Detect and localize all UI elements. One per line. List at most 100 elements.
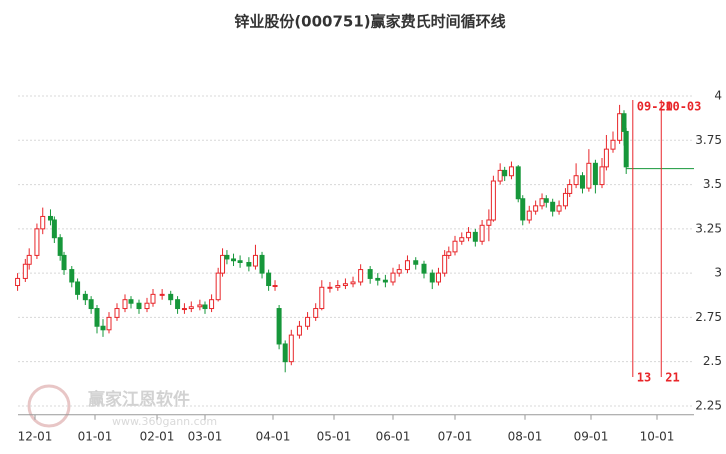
candle-body (22, 263, 28, 279)
candle-body (342, 283, 348, 287)
candle-body (429, 272, 435, 283)
candle-body (34, 228, 40, 256)
watermark-name: 赢家江恩软件 (88, 389, 190, 410)
candle-body (550, 201, 556, 212)
candle-body (82, 293, 88, 301)
candle-body (435, 272, 441, 283)
candle-body (442, 254, 448, 274)
candle-body (150, 293, 156, 304)
cycle-date: 09-20 (637, 100, 673, 114)
watermark-url: www.360gann.com (112, 415, 217, 428)
candle-body (26, 254, 32, 265)
candle-body (313, 308, 319, 318)
candle-body (122, 299, 128, 310)
candle-body (40, 215, 46, 230)
candle-body (490, 180, 496, 221)
y-tick-label: 3.5 (703, 177, 722, 191)
x-tick-label: 01-01 (78, 429, 113, 443)
candle-body (567, 184, 573, 194)
candle-body (100, 325, 106, 331)
candle-body (586, 162, 592, 189)
candle-body (168, 293, 174, 301)
candle-body (502, 169, 508, 177)
watermark: 赢家江恩软件 www.360gann.com (27, 384, 217, 428)
candle-body (128, 299, 134, 304)
candle-body (396, 269, 402, 274)
candle-body (413, 260, 419, 265)
candle-body (175, 299, 181, 310)
candle-body (47, 215, 53, 221)
candle-body (421, 263, 427, 274)
candle-body (181, 308, 187, 311)
candle-body (94, 308, 100, 327)
y-tick-label: 3.75 (695, 133, 722, 147)
candle-body (452, 240, 458, 253)
candle-body (288, 334, 294, 363)
candle-body (382, 279, 388, 283)
x-tick-label: 04-01 (256, 429, 291, 443)
candle-body (266, 272, 272, 287)
candle-body (562, 192, 568, 207)
candle-body (515, 166, 521, 200)
candle-body (114, 308, 120, 318)
candle-body (202, 304, 208, 310)
candle-body (215, 272, 221, 301)
candle-body (15, 277, 21, 287)
chart-title: 锌业股份(000751)赢家费氏时间循环线 (234, 13, 505, 31)
candle-body (533, 205, 539, 212)
candle-body (57, 237, 63, 256)
candle-body (209, 299, 215, 310)
x-tick-label: 08-01 (508, 429, 543, 443)
x-tick-label: 09-01 (574, 429, 609, 443)
candle-body (144, 302, 150, 310)
candle-body (526, 210, 532, 221)
candle-body (486, 219, 492, 226)
candle-body (603, 148, 609, 168)
candle-body (197, 304, 203, 308)
candle-body (327, 286, 333, 289)
x-tick-label: 10-01 (640, 429, 675, 443)
candle-body (375, 277, 381, 281)
cycle-count: 13 (637, 371, 651, 385)
candle-body (358, 269, 364, 283)
candle-body (106, 316, 112, 331)
candle-body (276, 308, 282, 345)
candle-body (556, 205, 562, 212)
candle-body (592, 162, 598, 186)
candle-body (252, 254, 258, 267)
x-tick-label: 03-01 (188, 429, 223, 443)
candle-body (282, 343, 288, 363)
candle-body (497, 169, 503, 182)
candle-body (237, 260, 243, 263)
candle-body (136, 302, 142, 310)
x-tick-label: 12-01 (18, 429, 53, 443)
candle-body (220, 254, 226, 274)
candle-body (305, 316, 311, 327)
y-tick-label: 3.25 (695, 221, 722, 235)
candle-body (621, 113, 627, 132)
candle-body (319, 286, 325, 310)
candle-body (404, 260, 410, 271)
candle-body (335, 285, 341, 288)
y-tick-label: 2.75 (695, 310, 722, 324)
candle-body (61, 254, 67, 271)
candle-body (573, 175, 579, 186)
candle-body (539, 198, 545, 207)
cycle-count: 21 (665, 371, 679, 385)
y-tick-label: 3 (714, 266, 722, 280)
candle-body (623, 130, 629, 168)
candle-body (390, 272, 396, 283)
y-tick-label: 4 (714, 89, 722, 103)
candle-body (350, 281, 356, 285)
candle-body (272, 285, 278, 288)
candle-body (617, 113, 623, 141)
candle-body (459, 237, 465, 242)
candle-body (479, 224, 485, 242)
candle-body (75, 281, 81, 295)
candle-body (520, 198, 526, 221)
candle-body (508, 166, 514, 177)
y-tick-label: 2.5 (703, 354, 722, 368)
x-tick-label: 02-01 (140, 429, 175, 443)
candle-body (446, 251, 452, 256)
